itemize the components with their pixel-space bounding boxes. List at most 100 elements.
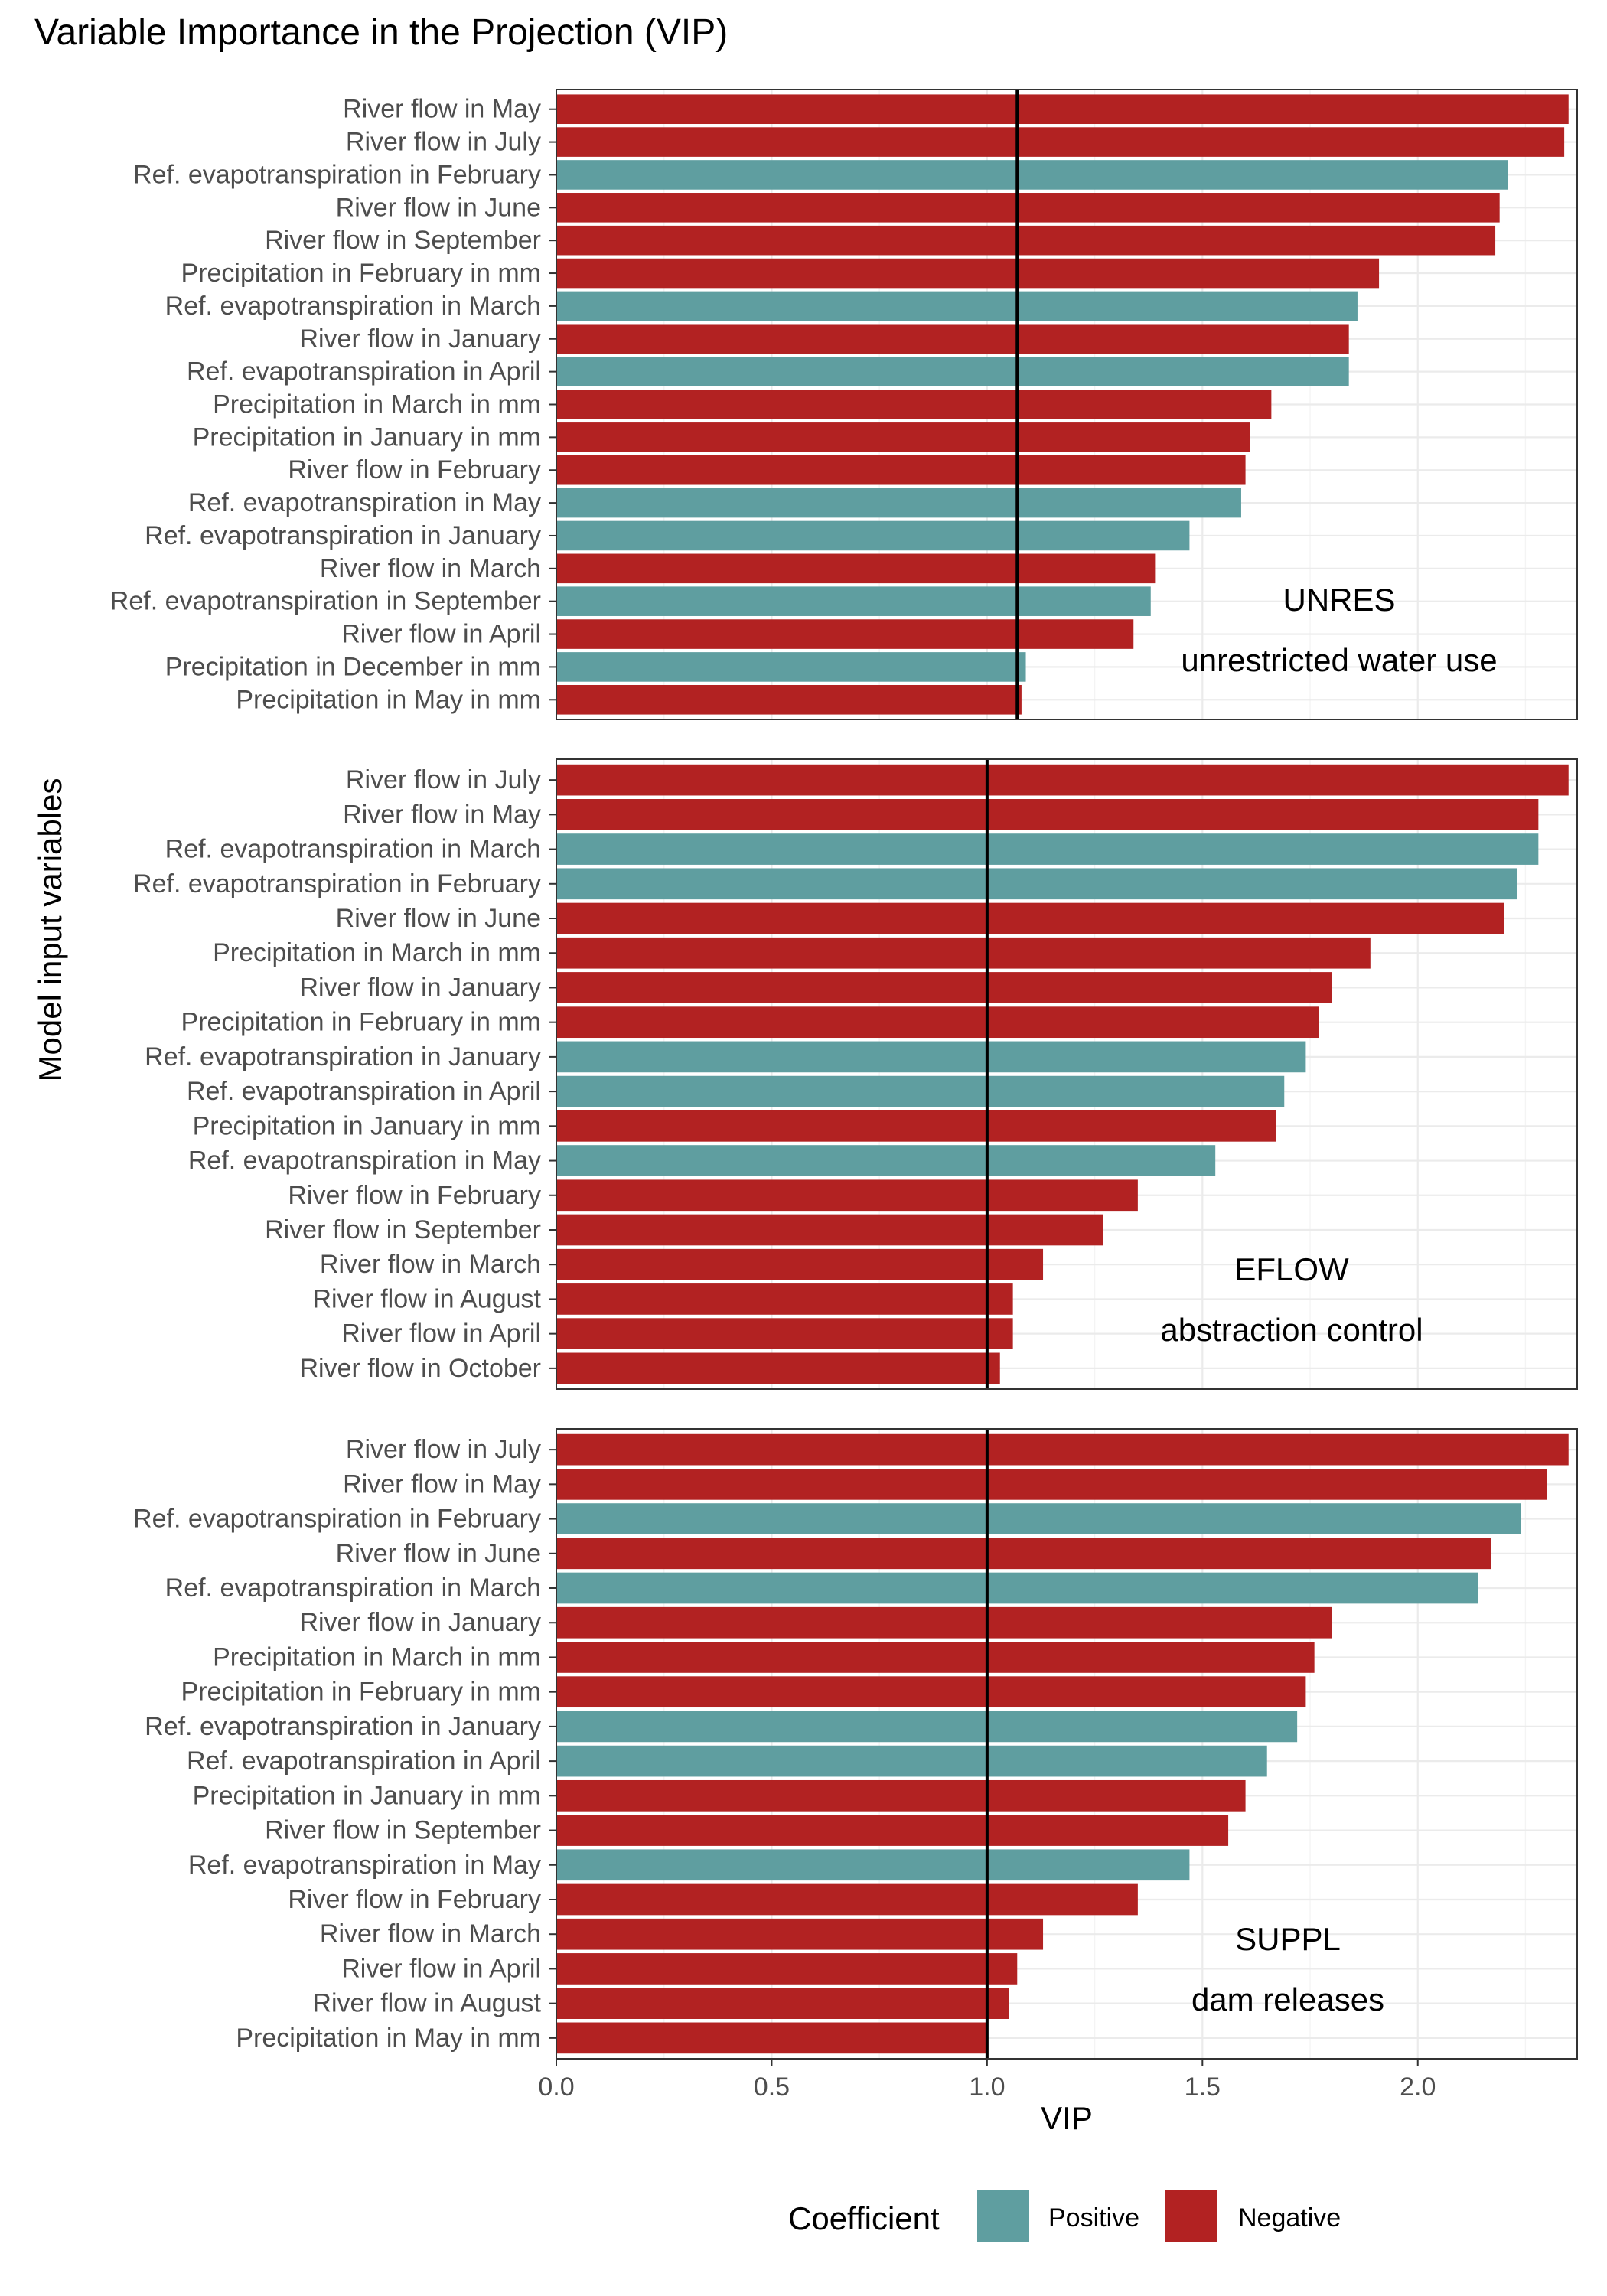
legend-key-negative	[1165, 2190, 1217, 2242]
y-tick-label: River flow in September	[265, 1816, 541, 1845]
x-axis: 0.0 0.5 1.0 1.5 2.0	[538, 2059, 1436, 2102]
bar-negative	[556, 1214, 1103, 1246]
y-tick-label: River flow in February	[288, 1885, 541, 1914]
y-tick-label: Precipitation in February in mm	[181, 259, 541, 288]
bar-negative	[556, 1318, 1013, 1349]
bar-negative	[556, 127, 1565, 157]
bar-negative	[556, 1110, 1276, 1142]
y-tick-label: River flow in June	[336, 1539, 541, 1568]
y-tick-label: River flow in August	[312, 1989, 541, 2018]
y-tick-label: River flow in July	[346, 765, 541, 794]
y-tick-label: Ref. evapotranspiration in April	[187, 1746, 541, 1776]
bar-negative	[556, 2022, 987, 2054]
panel-sublabel: abstraction control	[1160, 1312, 1423, 1348]
y-tick-label: Precipitation in January in mm	[193, 422, 541, 452]
y-tick-label: River flow in June	[336, 904, 541, 933]
bar-negative	[556, 1433, 1569, 1466]
x-tick-label: 0.0	[538, 2073, 574, 2102]
y-tick-label: River flow in February	[288, 455, 541, 484]
bar-negative	[556, 972, 1332, 1003]
bar-negative	[556, 225, 1496, 256]
y-tick-label: River flow in May	[343, 1469, 541, 1499]
bar-positive	[556, 291, 1358, 321]
y-tick-label: Precipitation in January in mm	[193, 1781, 541, 1810]
y-tick-label: River flow in August	[312, 1284, 541, 1313]
y-tick-label: Ref. evapotranspiration in February	[133, 160, 541, 189]
panel-eflow: River flow in July River flow in May Ref. …	[133, 758, 1578, 1390]
y-tick-label: Precipitation in December in mm	[165, 652, 541, 681]
legend-title: Coefficient	[788, 2200, 940, 2236]
y-tick-label: Ref. evapotranspiration in April	[187, 357, 541, 386]
bar-positive	[556, 1145, 1216, 1176]
legend-label: Negative	[1238, 2203, 1341, 2232]
bar-negative	[556, 1918, 1044, 1950]
bar-negative	[556, 619, 1134, 649]
y-tick-label: Ref. evapotranspiration in January	[145, 521, 541, 550]
y-tick-label: River flow in September	[265, 1215, 541, 1244]
y-tick-label: Precipitation in May in mm	[236, 2024, 541, 2053]
bar-negative	[556, 1469, 1547, 1500]
bar-negative	[556, 1815, 1229, 1846]
bar-negative	[556, 422, 1250, 452]
y-tick-label: Precipitation in May in mm	[236, 685, 541, 714]
bar-negative	[556, 324, 1349, 354]
bar-negative	[556, 684, 1022, 715]
x-axis-title: VIP	[1041, 2100, 1093, 2136]
bar-positive	[556, 488, 1241, 518]
y-tick-label: River flow in July	[346, 128, 541, 157]
y-axis-title: Model input variables	[32, 778, 68, 1082]
panel-label: EFLOW	[1234, 1251, 1349, 1287]
y-tick-label: River flow in September	[265, 226, 541, 255]
bar-positive	[556, 520, 1190, 551]
y-tick-label: River flow in May	[343, 95, 541, 124]
panels: River flow in May River flow in July Ref. …	[110, 89, 1578, 2060]
y-tick-label: River flow in February	[288, 1181, 541, 1210]
panel-border	[556, 758, 1578, 1390]
y-tick-label: River flow in April	[341, 620, 541, 649]
bar-negative	[556, 94, 1569, 125]
bar-negative	[556, 799, 1539, 830]
y-tick-label: Ref. evapotranspiration in February	[133, 869, 541, 899]
y-tick-label: Ref. evapotranspiration in May	[188, 1851, 541, 1880]
bar-negative	[556, 1883, 1138, 1916]
x-tick-label: 1.5	[1185, 2073, 1221, 2102]
y-tick-label: Precipitation in March in mm	[213, 938, 541, 967]
bar-negative	[556, 455, 1246, 485]
bar-positive	[556, 1075, 1285, 1107]
bar-negative	[556, 193, 1500, 223]
bar-positive	[556, 1745, 1267, 1777]
y-tick-label: Ref. evapotranspiration in March	[165, 292, 541, 321]
x-tick-label: 2.0	[1400, 2073, 1436, 2102]
panel-label: UNRES	[1283, 582, 1395, 618]
bar-positive	[556, 1711, 1298, 1743]
y-tick-label: River flow in October	[299, 1354, 541, 1383]
y-tick-label: Ref. evapotranspiration in March	[165, 835, 541, 864]
y-tick-label: River flow in April	[341, 1954, 541, 1983]
bar-negative	[556, 1606, 1332, 1639]
bar-negative	[556, 1988, 1009, 2019]
bar-negative	[556, 553, 1156, 584]
y-tick-label: River flow in January	[299, 325, 541, 354]
bar-negative	[556, 1538, 1491, 1570]
y-tick-label: Precipitation in March in mm	[213, 1642, 541, 1671]
bar-negative	[556, 937, 1371, 969]
bar-negative	[556, 1283, 1013, 1315]
legend: Coefficient Positive Negative	[788, 2190, 1341, 2242]
y-tick-label: Ref. evapotranspiration in May	[188, 1146, 541, 1176]
panel-sublabel: unrestricted water use	[1181, 642, 1497, 678]
y-tick-label: Precipitation in March in mm	[213, 390, 541, 419]
bar-negative	[556, 764, 1569, 796]
bar-negative	[556, 902, 1504, 934]
bar-positive	[556, 652, 1026, 682]
y-tick-label: Ref. evapotranspiration in January	[145, 1042, 541, 1071]
y-tick-label: Ref. evapotranspiration in September	[110, 587, 541, 616]
chart-title: Variable Importance in the Projection (V…	[34, 12, 728, 53]
y-tick-label: River flow in March	[320, 1250, 541, 1279]
y-tick-label: Ref. evapotranspiration in March	[165, 1574, 541, 1603]
panel-label: SUPPL	[1235, 1921, 1341, 1957]
bar-positive	[556, 1849, 1190, 1881]
bar-positive	[556, 868, 1517, 900]
y-tick-label: Ref. evapotranspiration in April	[187, 1077, 541, 1106]
panel-sublabel: dam releases	[1191, 1981, 1384, 2017]
